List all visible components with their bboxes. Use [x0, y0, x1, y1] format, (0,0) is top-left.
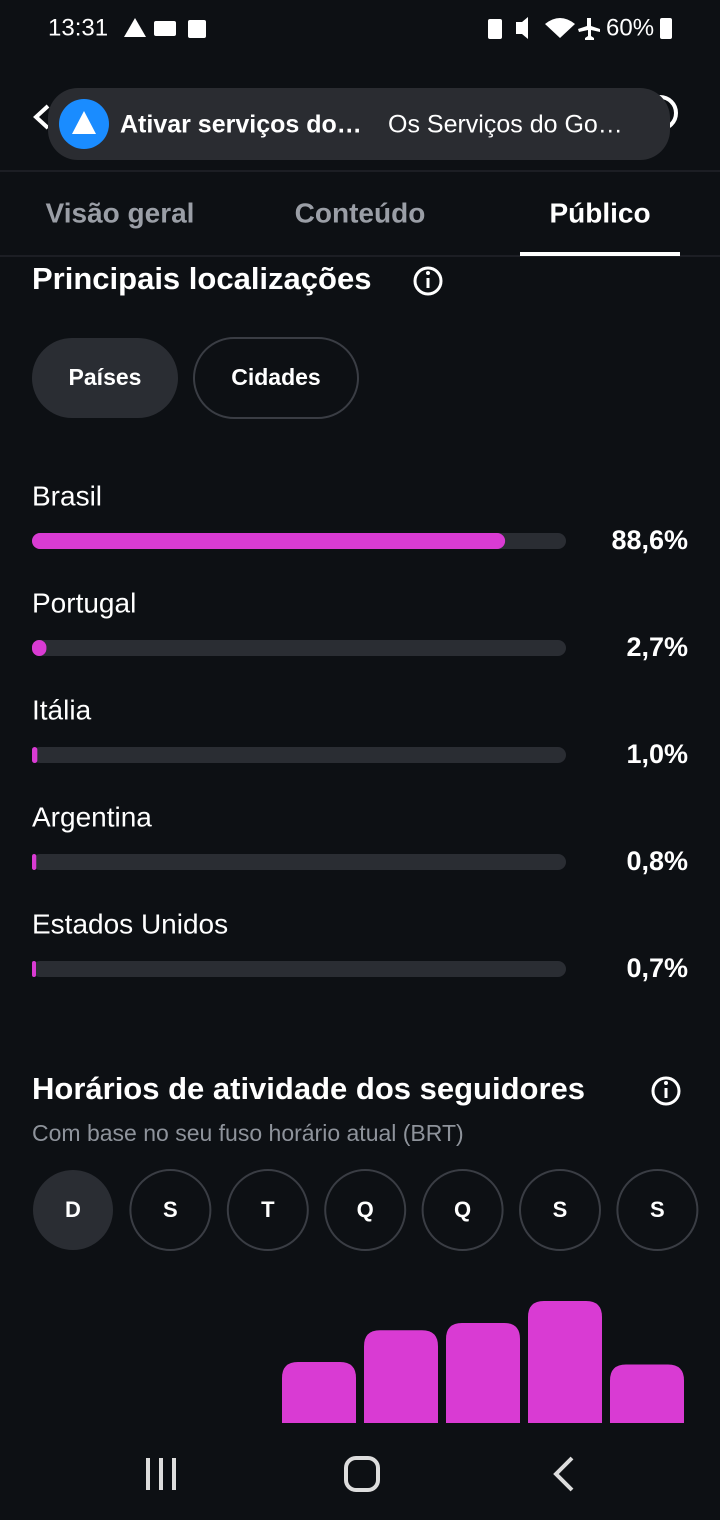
day-label: T: [261, 1197, 275, 1222]
bar-track: [32, 747, 566, 763]
day-chip[interactable]: [519, 1169, 601, 1251]
activity-bar: [282, 1362, 356, 1423]
status-battery: 60%: [606, 14, 654, 41]
filter-chip[interactable]: [193, 337, 359, 419]
section-title: Horários de atividade dos seguidores: [32, 1071, 585, 1106]
warning-icon: [72, 111, 96, 134]
bar: [32, 854, 37, 870]
bar: [32, 961, 36, 977]
location-name: Itália: [32, 694, 92, 725]
day-label: D: [65, 1197, 81, 1222]
status-icons: [124, 17, 672, 40]
activity-bar: [610, 1364, 684, 1423]
location-name: Argentina: [32, 801, 152, 832]
activity-bar: [528, 1301, 602, 1423]
value-label: 0,7%: [626, 953, 688, 983]
day-chip[interactable]: [226, 1169, 309, 1251]
value-label: 0,8%: [626, 846, 688, 876]
value-label: 2,7%: [626, 632, 688, 662]
notification-title: Ativar serviços do…: [120, 111, 362, 139]
nav-home[interactable]: [344, 1456, 380, 1492]
activity-bar: [364, 1330, 438, 1423]
notification-text: Os Serviços do Go…: [388, 111, 623, 139]
day-label: S: [163, 1197, 178, 1222]
filter-chip[interactable]: [32, 338, 178, 418]
back-arrow[interactable]: [33, 104, 50, 130]
tab[interactable]: Público: [549, 197, 650, 228]
bar-track: [32, 854, 566, 870]
day-chip[interactable]: [33, 1170, 113, 1250]
nav-back[interactable]: [553, 1456, 574, 1492]
notification-toast[interactable]: [48, 88, 670, 160]
value-label: 1,0%: [626, 739, 688, 769]
tab[interactable]: Conteúdo: [295, 197, 426, 228]
tab-indicator: [520, 252, 680, 256]
filter-label: Cidades: [231, 364, 320, 390]
bar-track: [32, 640, 566, 656]
bar-track: [32, 961, 566, 977]
day-label: S: [553, 1197, 568, 1222]
value-label: 88,6%: [611, 525, 688, 555]
tab[interactable]: Visão geral: [46, 197, 195, 228]
activity-bar: [446, 1322, 520, 1423]
bar: [32, 747, 38, 763]
section-title: Principais localizações: [32, 261, 371, 296]
location-name: Brasil: [32, 480, 102, 511]
day-label: Q: [454, 1197, 471, 1222]
nav-bar: [146, 1456, 574, 1492]
nav-recents[interactable]: [146, 1458, 176, 1490]
day-label: S: [650, 1197, 665, 1222]
day-chip[interactable]: [129, 1169, 212, 1251]
day-chip[interactable]: [616, 1169, 699, 1251]
day-label: Q: [357, 1197, 374, 1222]
section-subtitle: Com base no seu fuso horário atual (BRT): [32, 1120, 464, 1146]
location-name: Estados Unidos: [32, 908, 228, 939]
day-chip[interactable]: [324, 1169, 407, 1251]
bar: [32, 640, 47, 656]
info-icon[interactable]: [651, 1076, 681, 1106]
location-name: Portugal: [32, 587, 136, 618]
filter-label: Países: [69, 364, 142, 390]
status-time: 13:31: [48, 14, 108, 41]
day-chip[interactable]: [421, 1169, 504, 1251]
bar: [32, 533, 506, 549]
info-icon[interactable]: [413, 266, 443, 296]
